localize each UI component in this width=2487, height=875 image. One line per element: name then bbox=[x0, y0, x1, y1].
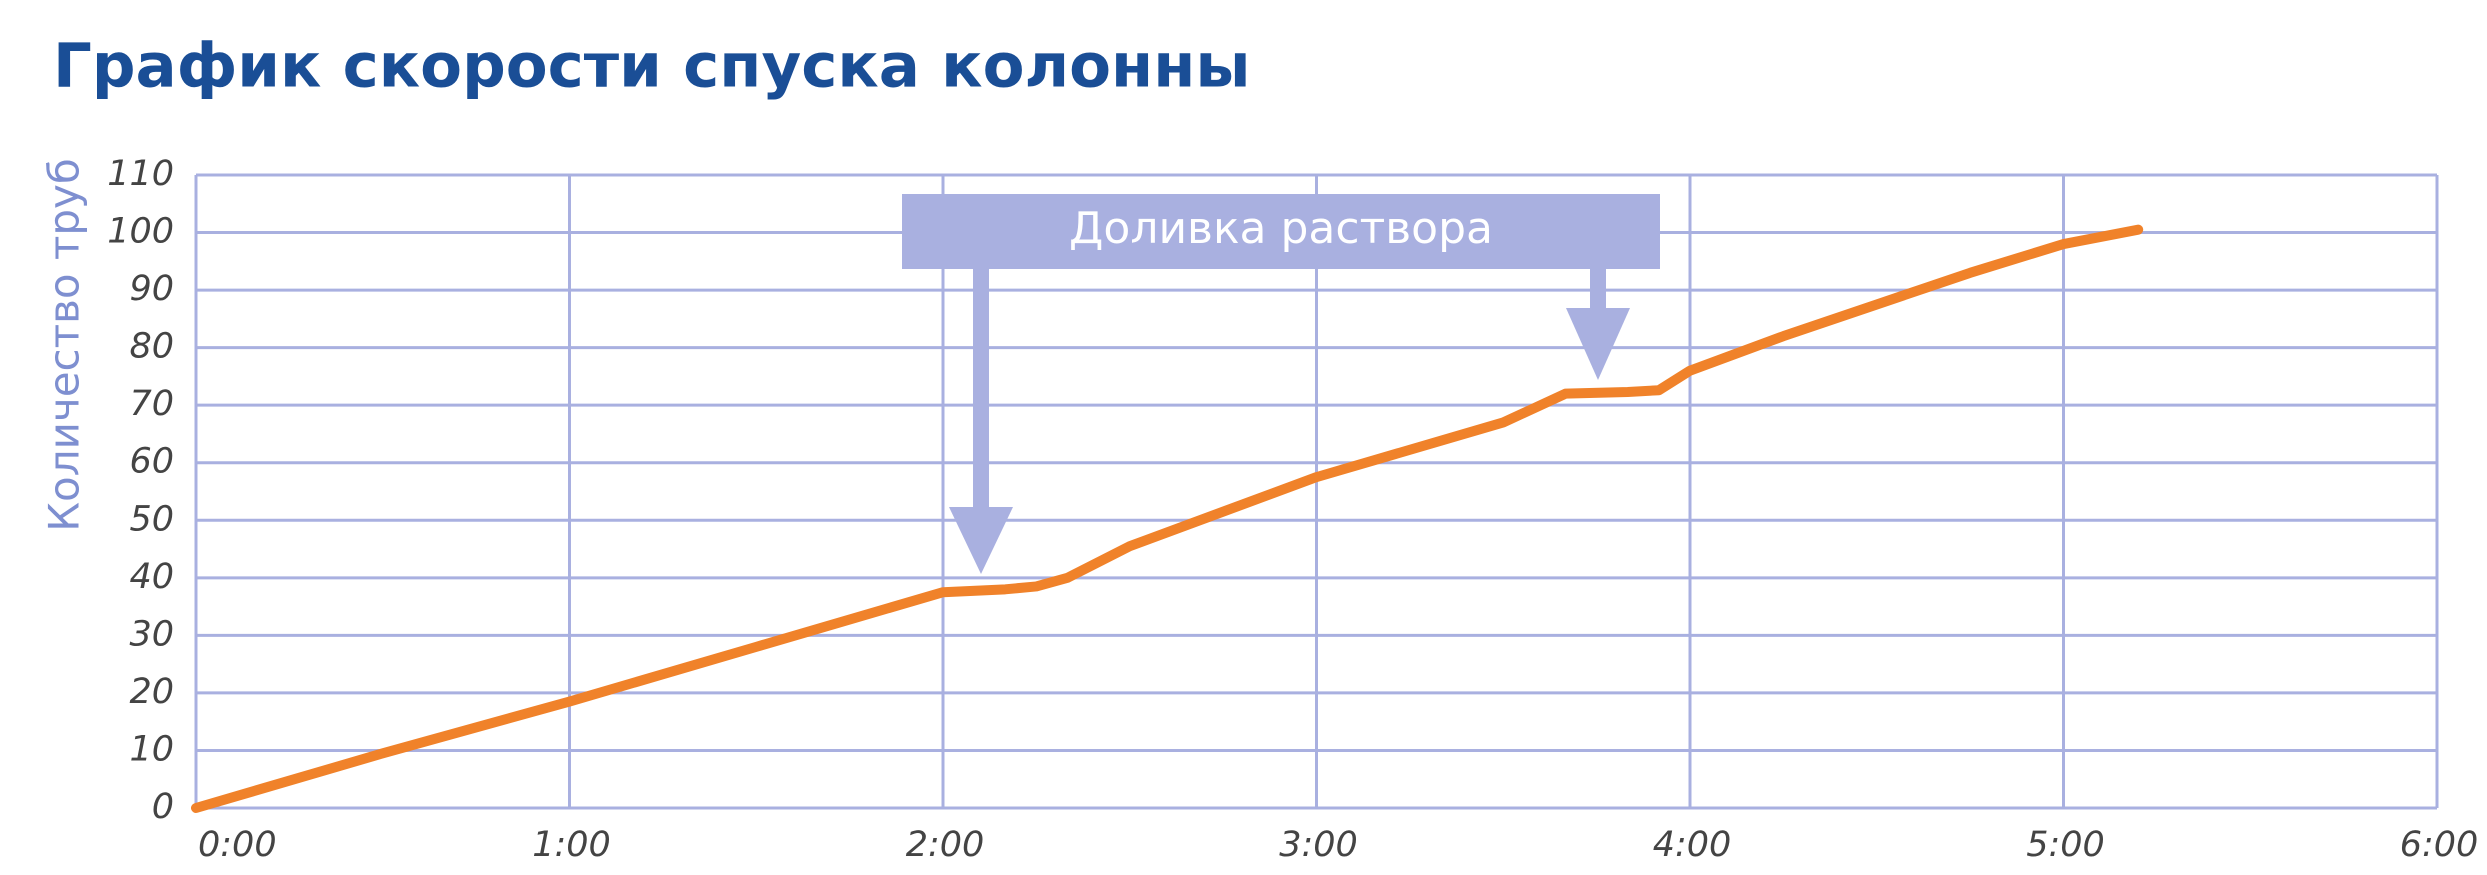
y-tick-label: 110 bbox=[107, 154, 174, 194]
y-tick-label: 50 bbox=[129, 499, 174, 539]
y-tick-label: 100 bbox=[107, 212, 174, 252]
grid: 0 10 20 30 40 50 60 70 80 90 100 110 0:00 1:00 2:00 3:0… bbox=[107, 154, 2478, 865]
y-tick-label: 30 bbox=[129, 614, 174, 654]
x-tick-label: 5:00 bbox=[2026, 825, 2105, 865]
arrow-shaft bbox=[973, 269, 989, 509]
x-tick-label: 0:00 bbox=[198, 825, 277, 865]
plot bbox=[191, 224, 2144, 813]
x-tick-label: 6:00 bbox=[2400, 825, 2479, 865]
y-tick-label: 90 bbox=[129, 269, 174, 309]
y-tick-label: 10 bbox=[129, 729, 174, 769]
x-tick-label: 3:00 bbox=[1279, 825, 1358, 865]
x-tick-label: 1:00 bbox=[532, 825, 611, 865]
y-tick-label: 40 bbox=[129, 557, 174, 597]
y-tick-label: 0 bbox=[152, 787, 174, 827]
x-tick-label: 4:00 bbox=[1653, 825, 1732, 865]
arrow-head bbox=[949, 507, 1013, 574]
y-axis-label: Количество труб bbox=[40, 158, 89, 532]
chart-title: График скорости спуска колонны bbox=[53, 31, 1251, 102]
arrow-head bbox=[1566, 308, 1630, 380]
annotation-text: Доливка раствора bbox=[1069, 203, 1493, 254]
y-tick-label: 70 bbox=[129, 384, 174, 424]
x-tick-label: 2:00 bbox=[906, 825, 985, 865]
arrow-shaft bbox=[1590, 269, 1606, 310]
y-tick-label: 80 bbox=[129, 327, 174, 367]
y-tick-label: 60 bbox=[129, 442, 174, 482]
annotation-box bbox=[902, 194, 1660, 269]
annotation: Доливка раствора bbox=[902, 194, 1660, 574]
y-tick-label: 20 bbox=[129, 672, 174, 712]
line bbox=[191, 224, 2144, 813]
